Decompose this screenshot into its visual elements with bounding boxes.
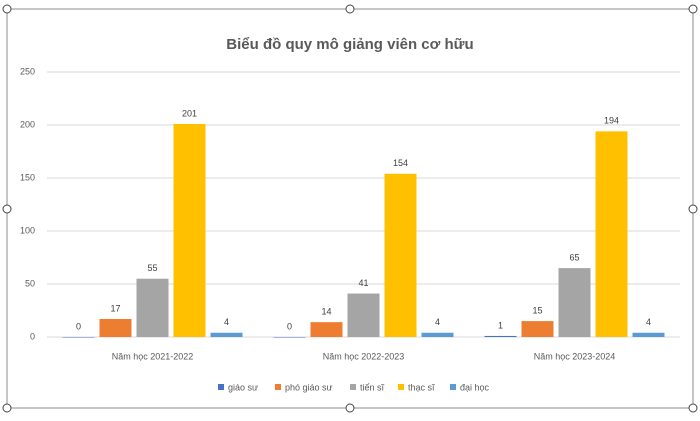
bar (273, 337, 306, 338)
bar (484, 335, 517, 337)
data-label: 17 (110, 303, 120, 313)
bar (310, 322, 343, 337)
handle[interactable] (688, 204, 698, 214)
data-label: 55 (147, 263, 157, 273)
handle[interactable] (345, 403, 355, 413)
bar (521, 321, 554, 337)
y-tick-label: 0 (30, 331, 35, 341)
legend-label: đại học (460, 382, 490, 392)
data-label: 0 (287, 321, 292, 331)
y-tick-label: 250 (20, 66, 35, 76)
chart-frame (6, 8, 694, 409)
bar (558, 268, 591, 337)
bar (347, 293, 380, 337)
chart-title: Biểu đồ quy mô giảng viên cơ hữu (226, 36, 473, 53)
legend-swatch (398, 384, 404, 390)
bar (595, 131, 628, 337)
data-label: 15 (532, 305, 542, 315)
bar (173, 123, 206, 337)
data-label: 4 (224, 317, 229, 327)
bar (632, 332, 665, 337)
legend-label: thạc sĩ (408, 382, 435, 392)
handle[interactable] (345, 4, 355, 14)
bar (384, 173, 417, 337)
handle[interactable] (688, 4, 698, 14)
handle[interactable] (2, 403, 12, 413)
handle[interactable] (688, 403, 698, 413)
handle[interactable] (2, 4, 12, 14)
y-tick-label: 150 (20, 172, 35, 182)
selection-handles[interactable] (2, 4, 698, 413)
y-tick-label: 100 (20, 225, 35, 235)
bar (210, 332, 243, 337)
bar (421, 332, 454, 337)
bar (62, 337, 95, 338)
legend-label: phó giáo sư (285, 382, 333, 392)
x-tick-label: Năm học 2023-2024 (534, 351, 616, 361)
data-label: 65 (569, 252, 579, 262)
legend-swatch (275, 384, 281, 390)
bar (136, 278, 169, 337)
data-label: 201 (182, 108, 197, 118)
data-label: 14 (321, 307, 331, 317)
handle[interactable] (2, 204, 12, 214)
x-tick-label: Năm học 2022-2023 (323, 351, 405, 361)
bar (99, 318, 132, 337)
data-label: 4 (646, 317, 651, 327)
data-label: 0 (76, 321, 81, 331)
data-label: 4 (435, 317, 440, 327)
legend-label: giáo sư (228, 382, 258, 392)
y-tick-label: 50 (25, 278, 35, 288)
legend-swatch (218, 384, 224, 390)
legend-swatch (450, 384, 456, 390)
legend-label: tiến sĩ (360, 382, 385, 392)
x-tick-label: Năm học 2021-2022 (112, 351, 194, 361)
legend-swatch (350, 384, 356, 390)
data-label: 194 (604, 116, 619, 126)
data-label: 1 (498, 320, 503, 330)
data-label: 41 (358, 278, 368, 288)
data-label: 154 (393, 158, 408, 168)
y-tick-label: 200 (20, 119, 35, 129)
